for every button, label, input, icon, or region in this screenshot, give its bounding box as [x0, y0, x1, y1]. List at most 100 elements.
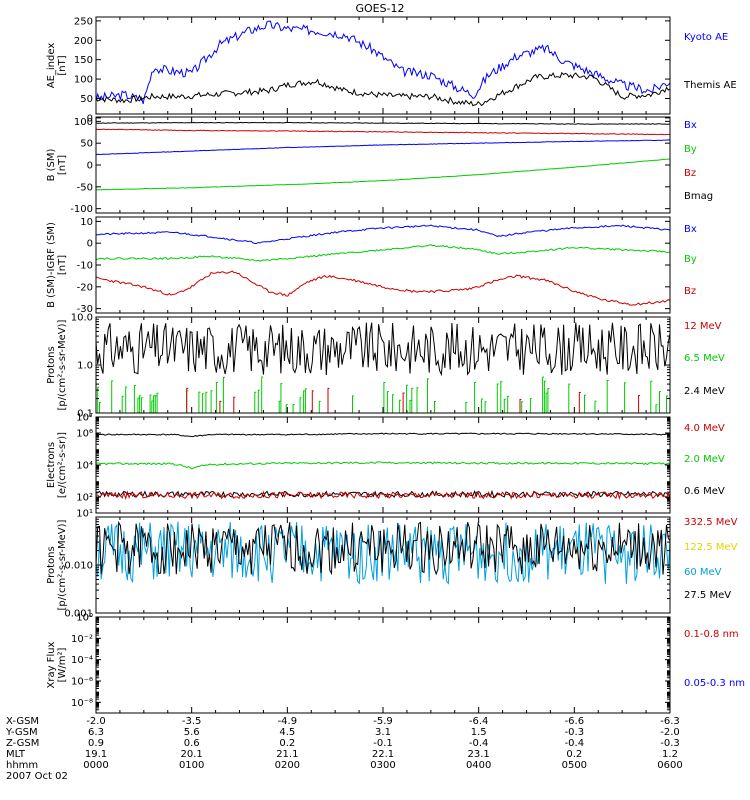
footer-value: 21.1: [276, 749, 298, 760]
panel-bigrf: 10 0 -10 -20 -30 B (SM)-IGRF (SM) [nT] Bx By Bz: [46, 216, 697, 315]
y-axis-label: [W/m²]: [57, 647, 68, 682]
y-tick-label: 10: [80, 217, 93, 228]
legend-entry: Bmag: [684, 191, 713, 202]
footer-row-label: Z-GSM: [6, 738, 39, 749]
series-line-themis-ae: [96, 71, 670, 107]
legend-entry: 4.0 MeV: [684, 423, 725, 434]
panel-frame: [95, 616, 671, 714]
footer-value: -0.4: [565, 738, 585, 749]
footer-date: 2007 Oct 02: [6, 771, 68, 782]
y-tick-label: 250: [74, 16, 93, 27]
footer-value: 0.2: [279, 738, 295, 749]
panel-frame: [95, 316, 671, 414]
y-tick-label: 10⁻⁸: [71, 698, 93, 709]
series-line-by: [96, 158, 670, 191]
y-tick-label: 100: [74, 117, 93, 128]
y-tick-label: -30: [77, 304, 93, 315]
footer-value: 0100: [179, 760, 204, 771]
panel-frame: [95, 16, 671, 115]
y-tick-label: 0: [87, 113, 93, 124]
series-line-2-0-mev: [96, 461, 670, 470]
footer-value: 23.1: [468, 749, 490, 760]
y-axis-label: [e/(cm²-s-sr)]: [57, 432, 68, 498]
y-axis-label: Electrons: [46, 442, 57, 488]
footer-value: -0.1: [373, 738, 393, 749]
footer-value: 0000: [83, 760, 108, 771]
legend-entry: 6.5 MeV: [684, 353, 725, 364]
footer-value: -5.9: [373, 716, 393, 727]
series-line-bx: [96, 224, 670, 245]
series-line-bz: [96, 270, 670, 306]
series-line-4-0-mev: [96, 489, 670, 499]
footer-value: 0200: [275, 760, 300, 771]
y-axis-label: B (SM)-IGRF (SM): [46, 222, 57, 308]
footer-value: -0.3: [660, 738, 680, 749]
footer-value: 0.6: [184, 738, 200, 749]
footer-value: 0.2: [566, 749, 582, 760]
legend-entry: 0.6 MeV: [684, 486, 725, 497]
series-line-bx: [96, 139, 670, 156]
series-line-27-5-mev: [96, 520, 670, 576]
panel-protons_hi: 10.0 1.0 0.1 Protons [p/(cm²-s-sr-MeV)] 12 Me…: [46, 313, 725, 420]
footer-value: 1.5: [471, 727, 487, 738]
legend-entry: 0.1-0.8 nm: [684, 629, 739, 640]
y-axis-label: [nT]: [57, 155, 68, 175]
y-tick-label: 10²: [76, 493, 93, 504]
series-line-0-6-mev: [96, 432, 670, 438]
legend-entry: Themis AE: [683, 80, 737, 91]
panel-frame: [95, 216, 671, 314]
y-axis-label: [nT]: [57, 55, 68, 75]
y-tick-label: 50: [80, 139, 93, 150]
legend-entry: 122.5 MeV: [684, 542, 738, 553]
y-axis-label: [p/(cm²-s-sr-MeV)]: [57, 519, 68, 610]
legend-entry: 332.5 MeV: [684, 517, 738, 528]
y-tick-label: 50: [80, 94, 93, 105]
panel-electrons: 10⁷ 10⁶ 10⁴ 10² 10¹ Electrons [e/(cm²-s-sr)] 4.…: [46, 413, 725, 520]
legend-entry: Bx: [684, 224, 697, 235]
panel-ae: 250 200 150 100 50 0 AE_index [nT] Kyoto AE Themi…: [46, 16, 737, 124]
series-line-kyoto-ae: [96, 20, 670, 105]
y-tick-label: 0: [87, 161, 93, 172]
y-tick-label: 0.010: [64, 561, 93, 572]
series-line-4-0-mev-red: [96, 490, 670, 501]
footer-value: 0600: [657, 760, 682, 771]
series-group: [96, 432, 670, 501]
y-tick-label: 100: [74, 75, 93, 86]
chart-title: GOES-12: [355, 2, 404, 15]
y-tick-label: 10⁴: [76, 461, 93, 472]
y-axis-label: Protons: [46, 546, 57, 583]
legend-entry: 60 MeV: [684, 567, 722, 578]
y-tick-label: 10⁶: [76, 429, 93, 440]
legend-entry: 2.4 MeV: [684, 386, 725, 397]
footer-row-label: hhmm: [6, 760, 38, 771]
footer-value: 6.3: [88, 727, 104, 738]
footer-value: 22.1: [372, 749, 394, 760]
footer-value: -6.4: [469, 716, 489, 727]
footer-value: 0300: [370, 760, 395, 771]
y-tick-label: 10⁻⁶: [71, 677, 93, 688]
y-tick-label: -20: [77, 282, 93, 293]
y-tick-label: 10⁰: [76, 613, 93, 624]
footer-row-label: X-GSM: [6, 716, 39, 727]
y-tick-label: 10⁷: [76, 413, 93, 424]
y-tick-label: 200: [74, 36, 93, 47]
footer-value: -2.0: [660, 727, 680, 738]
y-axis-label: Xray Flux: [46, 641, 57, 688]
legend-entry: 27.5 MeV: [684, 590, 731, 601]
legend-entry: Bz: [684, 168, 696, 179]
y-axis-label: [nT]: [57, 255, 68, 275]
footer-value: -0.3: [565, 727, 585, 738]
footer-value: 20.1: [181, 749, 203, 760]
series-group: [96, 20, 670, 107]
y-tick-label: 10⁻⁴: [71, 655, 93, 666]
ephemeris-footer: X-GSMY-GSMZ-GSMMLThhmm-2.06.30.919.10000…: [5, 716, 683, 782]
y-tick-label: 1.0: [77, 361, 93, 372]
legend-entry: By: [684, 254, 697, 265]
y-axis-label: [p/(cm²-s-sr-MeV)]: [57, 319, 68, 410]
series-line-by: [96, 244, 670, 262]
legend-entry: Bx: [684, 120, 697, 131]
panel-protons_lo: 0.010 0.001 Protons [p/(cm²-s-sr-MeV)] 332.5…: [46, 516, 738, 620]
y-axis-label: Protons: [46, 346, 57, 383]
